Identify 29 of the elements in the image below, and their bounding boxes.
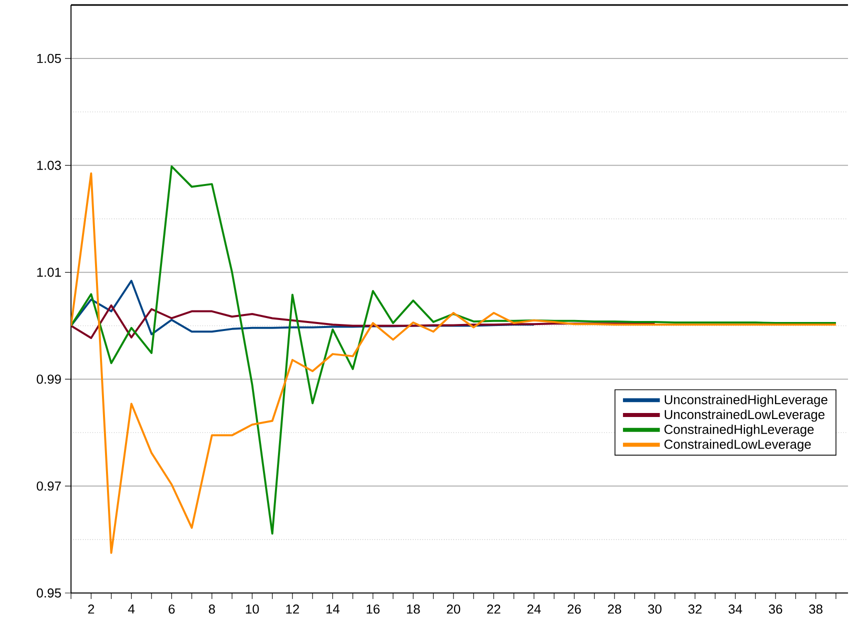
- x-tick-label: 36: [768, 604, 782, 614]
- y-tick-label: 0.97: [36, 482, 61, 491]
- legend-label: UnconstrainedLowLeverage: [664, 410, 824, 422]
- x-tick-label: 14: [326, 604, 340, 614]
- x-tick-label: 2: [88, 604, 94, 614]
- x-tick-label: 30: [648, 604, 662, 614]
- x-tick-label: 26: [568, 604, 581, 614]
- x-tick-label: 20: [446, 604, 460, 614]
- x-tick-label: 22: [487, 604, 500, 614]
- x-tick-label: 38: [809, 604, 822, 614]
- x-tick-label: 12: [286, 604, 299, 614]
- y-tick-label: 0.99: [36, 374, 61, 384]
- x-tick-label: 34: [728, 604, 742, 614]
- x-tick-label: 10: [246, 604, 259, 614]
- x-tick-label: 32: [688, 604, 702, 614]
- x-tick-label: 24: [527, 604, 541, 614]
- x-tick-label: 6: [168, 604, 175, 614]
- x-tick-label: 18: [406, 604, 420, 614]
- legend-label: ConstrainedLowLeverage: [664, 439, 811, 452]
- y-tick-label: 0.95: [36, 588, 61, 598]
- y-tick-label: 1.03: [37, 160, 61, 170]
- legend-label: UnconstrainedHighLeverage: [664, 394, 828, 407]
- x-tick-label: 28: [608, 604, 622, 614]
- legend-label: ConstrainedHighLeverage: [664, 424, 814, 437]
- y-tick-label: 1.01: [37, 268, 61, 277]
- x-tick-label: 16: [366, 604, 380, 614]
- x-tick-label: 4: [128, 604, 135, 614]
- x-tick-label: 8: [208, 604, 215, 614]
- y-tick-label: 1.05: [37, 54, 61, 64]
